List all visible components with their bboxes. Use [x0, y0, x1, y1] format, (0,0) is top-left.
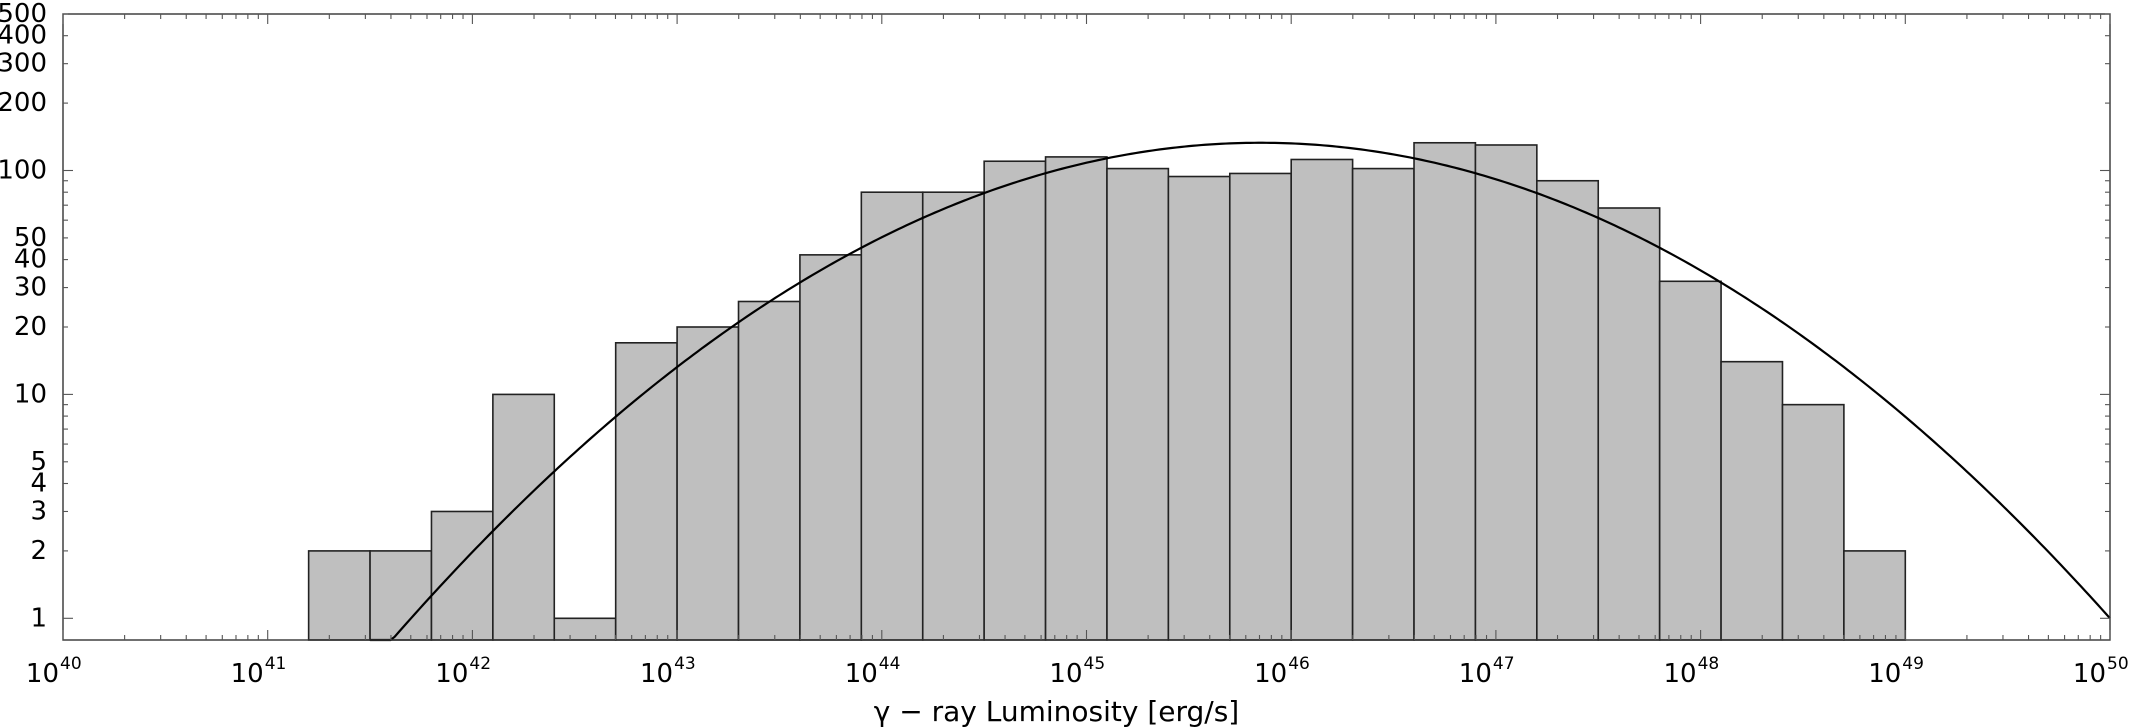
histogram-bar	[1228, 172, 1293, 641]
y-tick-label: 200	[0, 88, 47, 118]
histogram-bar	[1843, 550, 1907, 641]
x-tick-label-base: 10	[435, 659, 468, 689]
x-tick-label-exponent: 45	[1084, 654, 1106, 674]
x-tick-label: 10 46	[1254, 654, 1310, 689]
y-tick-label: 4	[30, 469, 47, 499]
x-tick-label-exponent: 42	[469, 654, 491, 674]
histogram-bar	[860, 191, 924, 641]
x-tick-label-base: 10	[1254, 659, 1287, 689]
histogram-bar	[1044, 156, 1108, 641]
fit-curve	[370, 141, 2111, 642]
x-tick-label: 10 42	[435, 654, 491, 689]
histogram-bar	[921, 191, 985, 641]
x-axis-title: γ − ray Luminosity [erg/s]	[874, 695, 1239, 728]
x-tick-label-exponent: 46	[1288, 654, 1310, 674]
x-tick-label-base: 10	[1868, 659, 1901, 689]
histogram-bar	[1781, 403, 1845, 641]
x-tick-label: 10 48	[1664, 654, 1720, 689]
y-tick-label: 1	[30, 603, 47, 633]
histogram-bar	[369, 550, 433, 641]
x-tick-label: 10 50	[2073, 654, 2129, 689]
histogram-bar	[614, 342, 678, 641]
x-tick-label-exponent: 47	[1493, 654, 1515, 674]
histogram-bar	[430, 510, 494, 641]
y-tick-label: 30	[14, 273, 47, 303]
x-tick-label: 10 47	[1459, 654, 1515, 689]
y-tick-label: 500	[0, 0, 47, 29]
histogram-bar	[1597, 207, 1661, 641]
histogram-bar	[737, 300, 801, 641]
histogram-bar	[1351, 167, 1415, 641]
x-tick-label: 10 41	[231, 654, 287, 689]
x-tick-label: 10 45	[1049, 654, 1105, 689]
histogram-bar	[492, 393, 556, 641]
y-tick-label: 100	[0, 156, 47, 186]
histogram-bar	[983, 160, 1047, 641]
x-tick-label-base: 10	[231, 659, 264, 689]
x-tick-label: 10 44	[845, 654, 901, 689]
y-tick-label: 3	[30, 496, 47, 526]
histogram-bar	[1474, 144, 1538, 641]
x-tick-label-base: 10	[26, 659, 59, 689]
x-tick-label-base: 10	[845, 659, 878, 689]
x-tick-label: 10 49	[1868, 654, 1924, 689]
x-tick-label-exponent: 43	[674, 654, 696, 674]
histogram-bar	[553, 617, 617, 641]
histogram-bar	[799, 254, 863, 641]
y-tick-label: 10	[14, 379, 47, 409]
x-tick-label: 10 43	[640, 654, 696, 689]
y-tick-label: 5	[30, 447, 47, 477]
x-tick-label-exponent: 49	[1902, 654, 1924, 674]
x-tick-label-base: 10	[640, 659, 673, 689]
x-tick-label-exponent: 50	[2107, 654, 2129, 674]
histogram-bar	[1413, 141, 1477, 641]
histogram-bar	[1536, 179, 1600, 641]
y-tick-label: 2	[30, 536, 47, 566]
histogram-bar	[307, 550, 371, 641]
histogram-bar	[1290, 158, 1354, 641]
x-tick-label: 10 40	[26, 654, 82, 689]
y-tick-label: 300	[0, 49, 47, 79]
histogram-bar	[676, 326, 740, 641]
axis-ticks	[62, 13, 2111, 640]
y-tick-label: 20	[14, 312, 47, 342]
y-tick-label: 40	[14, 245, 47, 275]
histogram-bar	[1106, 167, 1170, 641]
histogram-bar	[1658, 280, 1722, 641]
x-tick-label-base: 10	[2073, 659, 2106, 689]
x-tick-label-exponent: 48	[1698, 654, 1720, 674]
x-tick-label-base: 10	[1664, 659, 1697, 689]
histogram-bar	[1720, 360, 1784, 641]
x-tick-label-base: 10	[1459, 659, 1492, 689]
histogram-bars	[307, 141, 1907, 641]
x-tick-label-base: 10	[1049, 659, 1082, 689]
x-tick-labels: 10 40 10 41 10 42 10 43 10 44 10 45 10 46 10 47 10 48 10 49…	[26, 654, 2129, 689]
histogram-bar	[1167, 175, 1231, 641]
x-tick-label-exponent: 41	[265, 654, 287, 674]
x-tick-label-exponent: 40	[60, 654, 82, 674]
y-tick-label: 400	[0, 21, 47, 51]
y-tick-label: 50	[14, 223, 47, 253]
x-tick-label-exponent: 44	[879, 654, 901, 674]
